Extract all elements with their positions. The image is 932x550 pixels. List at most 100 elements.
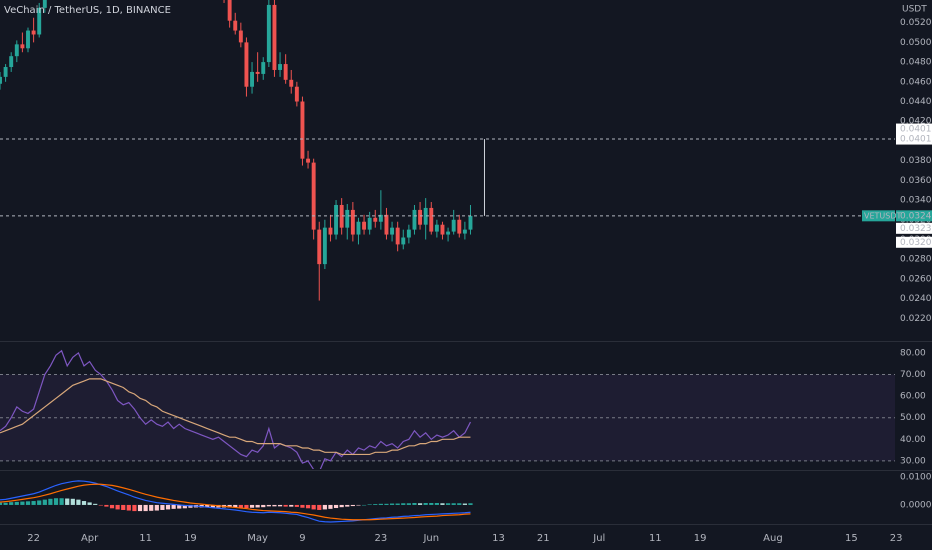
- histogram-bar: [25, 501, 31, 505]
- candle-body: [367, 217, 372, 230]
- price-label: 0.03205: [900, 238, 932, 248]
- histogram-bar: [373, 504, 378, 505]
- histogram-bar: [423, 502, 428, 505]
- price-label-box: [896, 236, 932, 248]
- x-tick-label: Jun: [422, 533, 439, 544]
- histogram-bar: [160, 504, 165, 510]
- candle-body: [440, 224, 445, 235]
- histogram-bar: [367, 504, 372, 505]
- price-label: 0.04019: [900, 135, 932, 145]
- histogram-bar: [37, 500, 42, 505]
- candle-body: [468, 215, 473, 230]
- signal-line: [0, 483, 471, 521]
- candle-body: [227, 0, 232, 21]
- histogram-bar: [53, 498, 59, 505]
- x-tick-label: 11: [139, 533, 152, 544]
- histogram-bar: [328, 504, 333, 509]
- histogram-bar: [255, 504, 260, 508]
- histogram-bar: [42, 499, 47, 505]
- candle-body: [423, 207, 428, 225]
- histogram-bar: [177, 504, 182, 509]
- histogram-bar: [31, 501, 36, 505]
- histogram-bar: [272, 504, 277, 507]
- price-label-box: [896, 133, 932, 145]
- x-tick-label: 19: [694, 533, 707, 544]
- candle-body: [294, 86, 299, 102]
- macd-pane: [0, 480, 473, 523]
- candle-body: [322, 227, 327, 265]
- candle-body: [362, 221, 367, 230]
- histogram-bar: [451, 503, 456, 505]
- price-pane: [0, 0, 895, 301]
- histogram-bar: [277, 504, 283, 507]
- y-tick-label: 30.00: [900, 456, 926, 466]
- candle-body: [3, 67, 8, 77]
- candle-body: [384, 214, 389, 235]
- histogram-bar: [238, 504, 243, 508]
- histogram-bar: [300, 504, 305, 508]
- histogram-bar: [445, 503, 451, 505]
- candle-body: [446, 231, 451, 235]
- candle-body: [418, 209, 423, 225]
- chart-title: VeChain / TetherUS, 1D, BINANCE: [4, 5, 171, 16]
- histogram-bar: [115, 504, 120, 510]
- price-label-box: [896, 123, 932, 135]
- histogram-bar: [434, 502, 439, 505]
- histogram-bar: [233, 504, 238, 508]
- candle-body: [238, 30, 243, 43]
- histogram-bar: [59, 498, 64, 505]
- histogram-bar: [283, 504, 288, 507]
- x-tick-label: 21: [537, 533, 550, 544]
- candle-body: [317, 229, 322, 265]
- candle-body: [250, 71, 255, 87]
- histogram-bar: [9, 502, 14, 505]
- histogram-bar: [81, 501, 87, 505]
- candle-body: [283, 64, 288, 80]
- histogram-bar: [227, 504, 232, 508]
- candle-body: [20, 44, 25, 49]
- price-label: 0.03235: [900, 224, 932, 234]
- histogram-bar: [109, 504, 115, 509]
- candle-body: [306, 158, 311, 163]
- histogram-bar: [121, 504, 126, 510]
- histogram-bar: [462, 503, 467, 505]
- candle-body: [266, 4, 271, 63]
- y-tick-label: 80.00: [900, 348, 926, 358]
- candle-body: [328, 227, 333, 235]
- candle-body: [401, 237, 406, 245]
- candle-body: [356, 221, 361, 235]
- histogram-bar: [395, 503, 400, 505]
- candle-body: [289, 79, 294, 87]
- histogram-bar: [182, 504, 187, 509]
- candle-body: [390, 227, 395, 235]
- y-tick-label: 40.00: [900, 435, 926, 445]
- histogram-bar: [440, 503, 445, 505]
- candle-body: [373, 217, 378, 222]
- candle-body: [345, 209, 350, 228]
- histogram-bar: [289, 504, 294, 507]
- candle-body: [451, 219, 456, 232]
- x-tick-label: Jul: [592, 533, 605, 544]
- histogram-bar: [137, 504, 143, 512]
- histogram-bar: [345, 504, 350, 507]
- histogram-bar: [406, 503, 411, 505]
- histogram-bar: [76, 499, 81, 505]
- histogram-bar: [339, 504, 344, 508]
- histogram-bar: [154, 504, 159, 511]
- y-tick-label: 0.02200: [900, 314, 932, 324]
- y-tick-label: 70.00: [900, 370, 926, 380]
- histogram-bar: [87, 502, 92, 505]
- histogram-bar: [333, 504, 339, 509]
- histogram-bar: [210, 504, 215, 508]
- x-tick-label: May: [247, 533, 268, 544]
- candle-body: [255, 71, 260, 74]
- histogram-bar: [104, 504, 109, 507]
